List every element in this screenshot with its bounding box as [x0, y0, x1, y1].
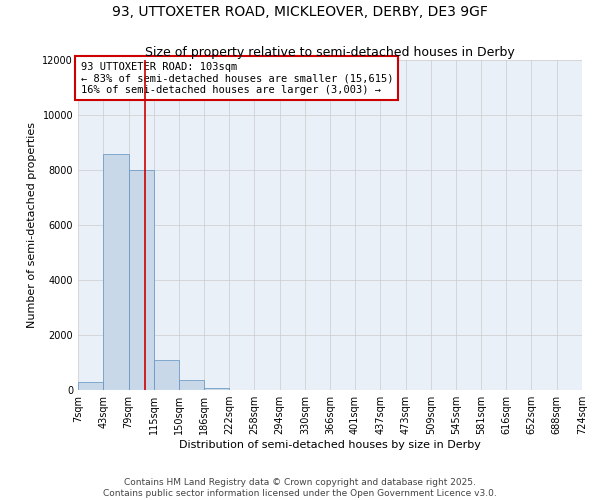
- Bar: [128, 170, 154, 390]
- Bar: [204, 388, 229, 390]
- Bar: [78, 382, 103, 390]
- Text: Contains HM Land Registry data © Crown copyright and database right 2025.
Contai: Contains HM Land Registry data © Crown c…: [103, 478, 497, 498]
- Text: 93, UTTOXETER ROAD, MICKLEOVER, DERBY, DE3 9GF: 93, UTTOXETER ROAD, MICKLEOVER, DERBY, D…: [112, 5, 488, 19]
- Bar: [179, 380, 204, 390]
- X-axis label: Distribution of semi-detached houses by size in Derby: Distribution of semi-detached houses by …: [179, 440, 481, 450]
- Y-axis label: Number of semi-detached properties: Number of semi-detached properties: [27, 122, 37, 328]
- Bar: [154, 360, 179, 390]
- Title: Size of property relative to semi-detached houses in Derby: Size of property relative to semi-detach…: [145, 46, 515, 59]
- Text: 93 UTTOXETER ROAD: 103sqm
← 83% of semi-detached houses are smaller (15,615)
16%: 93 UTTOXETER ROAD: 103sqm ← 83% of semi-…: [80, 62, 393, 95]
- Bar: [103, 154, 128, 390]
